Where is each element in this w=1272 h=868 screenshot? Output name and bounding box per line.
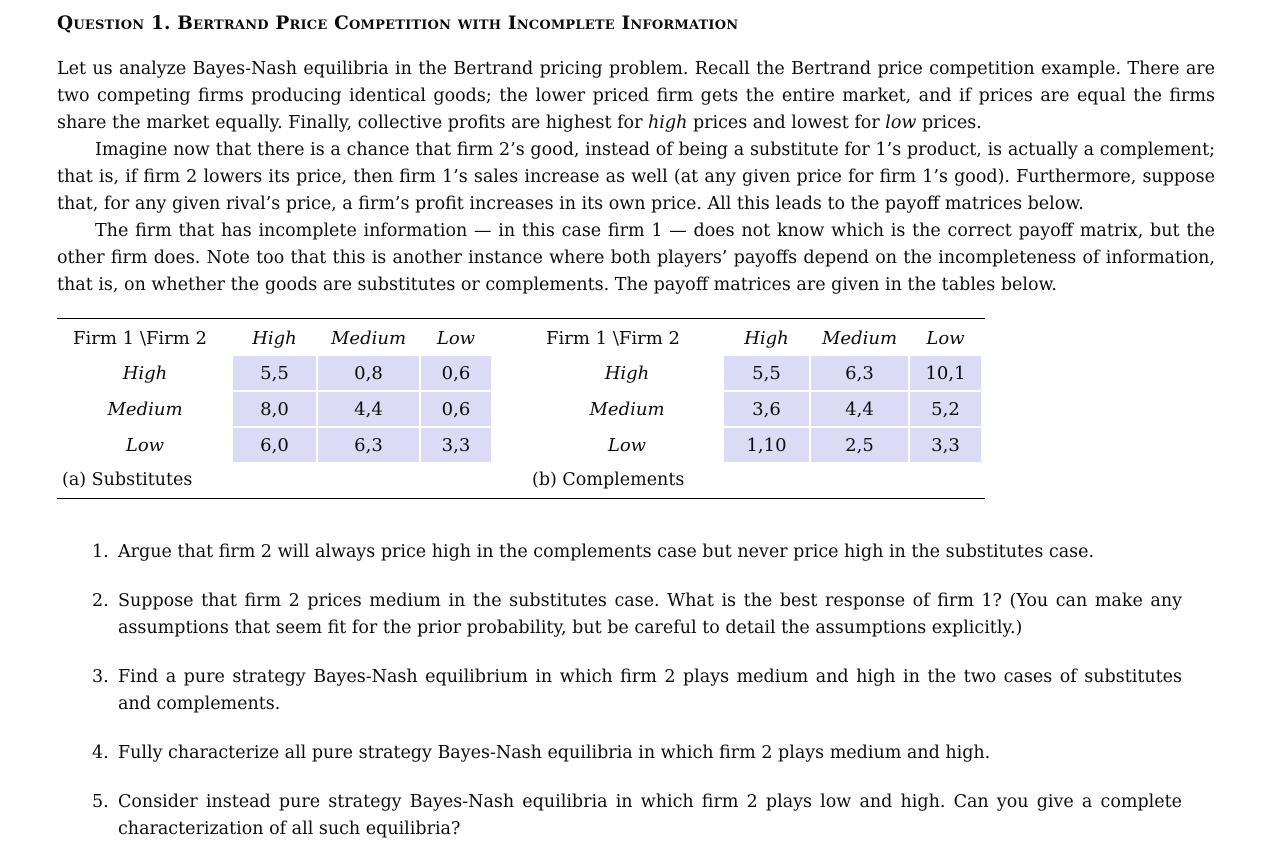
question-number: 4. — [92, 743, 109, 763]
question-text: Find a pure strategy Bayes-Nash equilibr… — [118, 667, 1182, 714]
question-number: 5. — [92, 792, 109, 812]
payoff-cell: 5,5 — [724, 356, 809, 390]
table-top-rule — [57, 318, 985, 319]
table-caption-complements: (b) Complements — [532, 470, 685, 490]
column-header-high: High — [252, 327, 297, 349]
question-number: 1. — [92, 542, 109, 562]
question-number: 2. — [92, 591, 109, 611]
column-header-low: Low — [436, 327, 476, 349]
question-item-4: 4. Fully characterize all pure strategy … — [57, 740, 1215, 767]
table-row-medium: Medium 8,0 4,4 0,6 — [59, 392, 491, 426]
table-row-high: High 5,5 0,8 0,6 — [59, 356, 491, 390]
column-header-high: High — [744, 327, 789, 349]
table-corner-label: Firm 1 \Firm 2 — [73, 327, 207, 349]
payoff-table-figure-complements: Firm 1 \Firm 2 High Medium Low High 5,5 … — [530, 319, 983, 498]
payoff-cell: 4,4 — [811, 392, 908, 426]
question-item-5: 5. Consider instead pure strategy Bayes-… — [57, 789, 1215, 843]
payoff-table-figure-substitutes: Firm 1 \Firm 2 High Medium Low High 5,5 … — [57, 319, 493, 498]
row-header-low: Low — [607, 434, 647, 456]
payoff-cell: 5,2 — [910, 392, 981, 426]
column-header-medium: Medium — [821, 327, 898, 349]
payoff-cell: 1,10 — [724, 428, 809, 462]
table-caption-substitutes: (a) Substitutes — [62, 470, 193, 490]
paragraph-intro: Let us analyze Bayes-Nash equilibria in … — [57, 56, 1215, 137]
payoff-cell: 0,6 — [421, 356, 491, 390]
payoff-cell: 0,8 — [318, 356, 419, 390]
row-header-high: High — [122, 362, 168, 384]
table-bottom-rule — [57, 498, 985, 499]
questions-list: 1. Argue that firm 2 will always price h… — [57, 539, 1215, 843]
question-item-3: 3. Find a pure strategy Bayes-Nash equil… — [57, 664, 1215, 718]
question-item-2: 2. Suppose that firm 2 prices medium in … — [57, 588, 1215, 642]
table-header-row: Firm 1 \Firm 2 High Medium Low — [532, 322, 981, 354]
question-text: Argue that firm 2 will always price high… — [118, 542, 1095, 562]
payoff-cell: 6,3 — [811, 356, 908, 390]
paragraph-text: Let us analyze Bayes-Nash equilibria in … — [57, 59, 1215, 133]
column-header-medium: Medium — [330, 327, 407, 349]
payoff-cell: 3,3 — [910, 428, 981, 462]
payoff-cell: 6,0 — [233, 428, 316, 462]
payoff-cell: 2,5 — [811, 428, 908, 462]
payoff-table-complements: Firm 1 \Firm 2 High Medium Low High 5,5 … — [530, 320, 983, 464]
payoff-cell: 0,6 — [421, 392, 491, 426]
payoff-cell: 5,5 — [233, 356, 316, 390]
row-header-medium: Medium — [107, 398, 183, 420]
row-header-medium: Medium — [589, 398, 665, 420]
paragraph-incomplete-info: The firm that has incomplete information… — [57, 221, 1215, 295]
question-text: Fully characterize all pure strategy Bay… — [118, 743, 991, 763]
question-number: 3. — [92, 667, 109, 687]
table-row-low: Low 6,0 6,3 3,3 — [59, 428, 491, 462]
payoff-cell: 3,3 — [421, 428, 491, 462]
paragraph-complement-setup: Imagine now that there is a chance that … — [57, 140, 1215, 214]
paragraph-text: prices and lowest for — [687, 113, 886, 133]
payoff-cell: 6,3 — [318, 428, 419, 462]
payoff-cell: 10,1 — [910, 356, 981, 390]
question-text: Consider instead pure strategy Bayes-Nas… — [118, 792, 1182, 839]
question-item-1: 1. Argue that firm 2 will always price h… — [57, 539, 1215, 566]
document-page: Question 1. Bertrand Price Competition w… — [57, 12, 1215, 865]
emphasis-low: low — [885, 113, 917, 133]
payoff-cell: 3,6 — [724, 392, 809, 426]
table-row-high: High 5,5 6,3 10,1 — [532, 356, 981, 390]
payoff-table-substitutes: Firm 1 \Firm 2 High Medium Low High 5,5 … — [57, 320, 493, 464]
table-row-low: Low 1,10 2,5 3,3 — [532, 428, 981, 462]
table-row-medium: Medium 3,6 4,4 5,2 — [532, 392, 981, 426]
table-corner-label: Firm 1 \Firm 2 — [546, 327, 680, 349]
row-header-low: Low — [125, 434, 165, 456]
emphasis-high: high — [648, 113, 688, 133]
question-title: Question 1. Bertrand Price Competition w… — [57, 13, 739, 34]
payoff-tables-row: Firm 1 \Firm 2 High Medium Low High 5,5 … — [57, 319, 985, 498]
paragraph-text: prices. — [916, 113, 982, 133]
payoff-tables-block: Firm 1 \Firm 2 High Medium Low High 5,5 … — [57, 318, 985, 499]
row-header-high: High — [604, 362, 650, 384]
question-text: Suppose that firm 2 prices medium in the… — [118, 591, 1182, 638]
payoff-cell: 8,0 — [233, 392, 316, 426]
payoff-cell: 4,4 — [318, 392, 419, 426]
table-header-row: Firm 1 \Firm 2 High Medium Low — [59, 322, 491, 354]
column-header-low: Low — [926, 327, 965, 349]
